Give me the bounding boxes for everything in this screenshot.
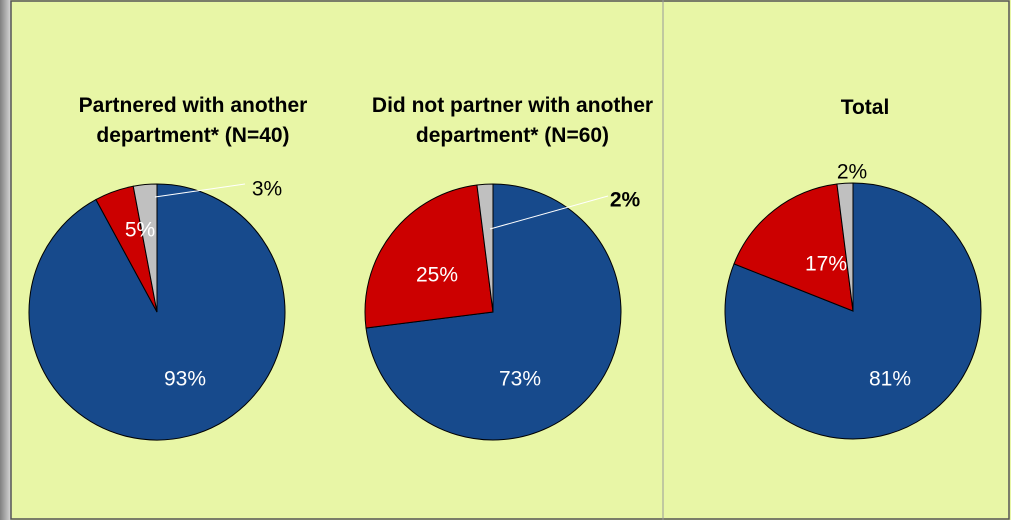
data-label: 73% <box>499 368 541 391</box>
pie-slice <box>836 182 854 312</box>
data-label: 81% <box>869 368 911 391</box>
data-label: 3% <box>252 178 282 201</box>
chart-title: Partnered with another department* (N=40… <box>78 94 308 147</box>
pie-slice <box>364 184 494 329</box>
chart-title: Did not partner with another department*… <box>371 94 654 147</box>
pie-slice <box>476 183 494 313</box>
data-label: 17% <box>805 253 847 276</box>
pie-slice <box>132 183 158 313</box>
pie-slice <box>733 183 854 312</box>
data-label: 25% <box>416 264 458 287</box>
data-label: 93% <box>164 368 206 391</box>
chart-title: Total <box>840 96 890 119</box>
leader-line <box>489 195 609 230</box>
data-label: 5% <box>125 219 155 242</box>
border <box>10 0 1010 520</box>
side-bar <box>0 0 11 520</box>
data-label: 2% <box>837 161 867 184</box>
leader-line <box>154 183 246 198</box>
data-label: 2% <box>610 189 641 212</box>
